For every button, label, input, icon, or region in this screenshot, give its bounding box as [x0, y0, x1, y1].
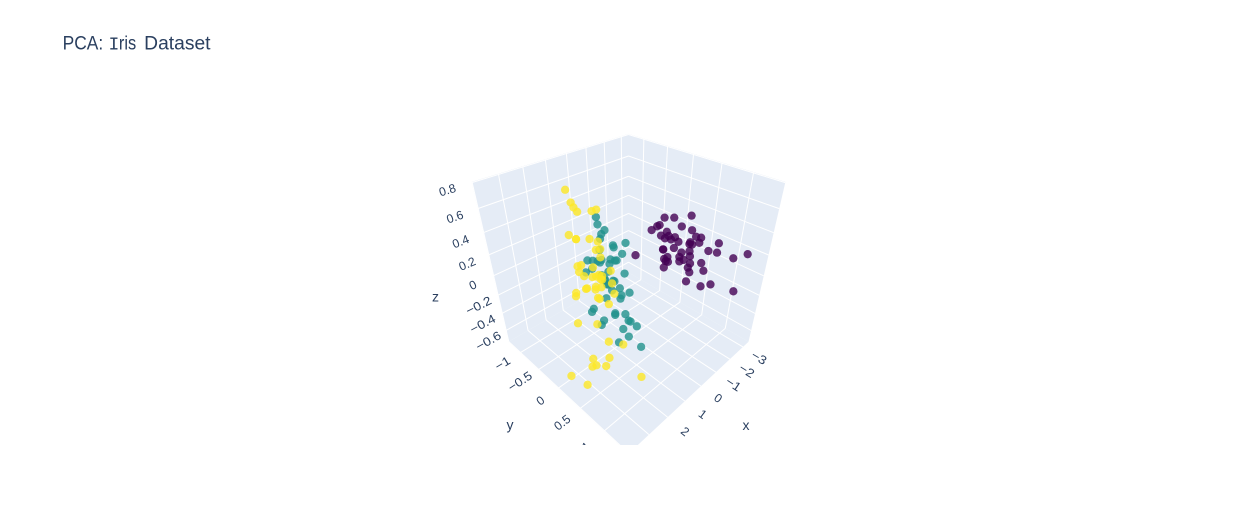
svg-text:3: 3 [659, 443, 673, 458]
svg-text:0.4: 0.4 [450, 232, 471, 251]
svg-text:0.2: 0.2 [457, 254, 478, 274]
svg-text:−3: −3 [749, 348, 770, 368]
svg-text:y: y [507, 416, 514, 432]
svg-text:z: z [432, 289, 439, 305]
svg-text:x: x [743, 417, 750, 433]
svg-text:0.8: 0.8 [437, 181, 458, 199]
svg-text:0.6: 0.6 [445, 208, 466, 227]
svg-text:1: 1 [579, 439, 593, 454]
